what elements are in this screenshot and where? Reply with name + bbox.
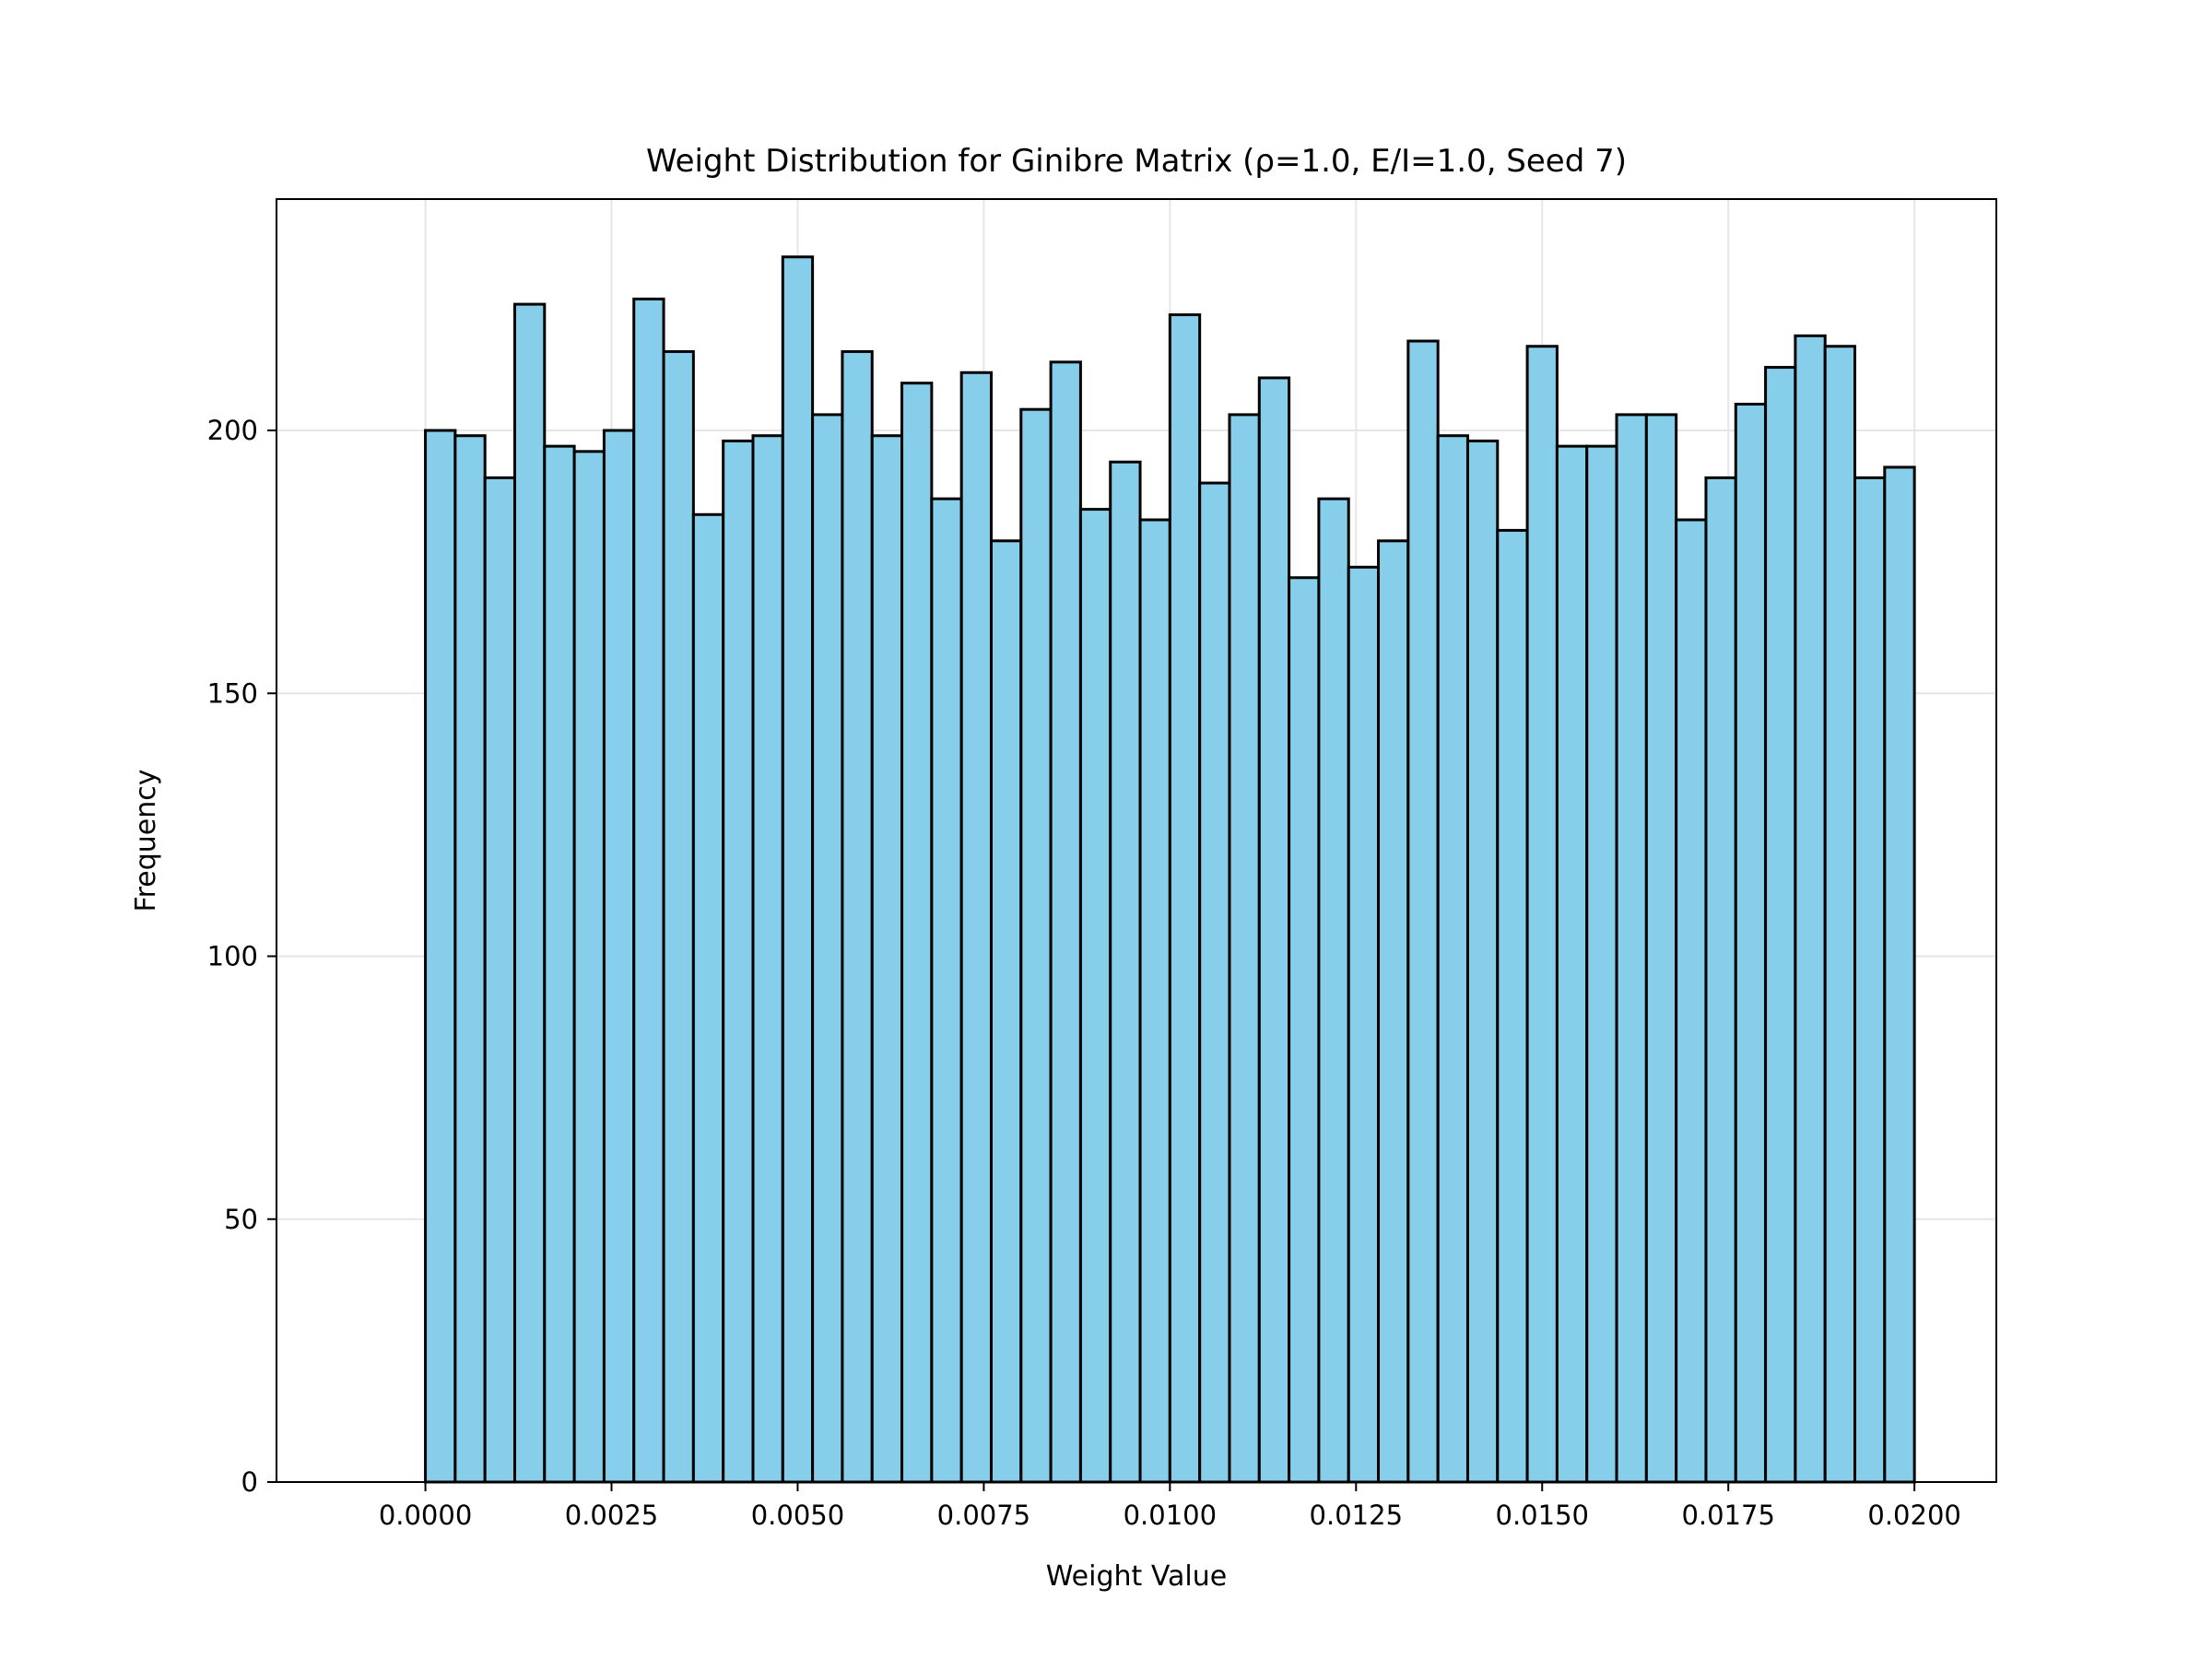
x-tick-label: 0.0000 — [379, 1500, 472, 1531]
histogram-bars — [424, 255, 1916, 1484]
histogram-bar — [512, 302, 547, 1484]
histogram-bar — [870, 434, 904, 1484]
histogram-bar — [543, 444, 576, 1484]
histogram-bar — [989, 539, 1023, 1484]
plot-frame — [276, 198, 1997, 1483]
histogram-bar — [751, 434, 784, 1484]
histogram-bar — [959, 371, 993, 1484]
y-tick-label: 0 — [241, 1466, 258, 1498]
histogram-bar — [1288, 576, 1321, 1484]
y-tick-label: 50 — [224, 1204, 258, 1235]
y-tick-label: 100 — [207, 941, 258, 972]
histogram-bar — [1465, 439, 1500, 1484]
histogram-bar — [483, 476, 516, 1484]
x-tick-label: 0.0075 — [937, 1500, 1030, 1531]
histogram-bar — [1347, 565, 1381, 1484]
histogram-bar — [1734, 402, 1768, 1484]
histogram-bar — [1615, 413, 1648, 1484]
histogram-bar — [1198, 481, 1231, 1484]
x-tick-label: 0.0150 — [1496, 1500, 1589, 1531]
x-tick-label: 0.0125 — [1310, 1500, 1403, 1531]
x-tick-label: 0.0175 — [1681, 1500, 1774, 1531]
histogram-bar — [1883, 465, 1916, 1484]
histogram-bar — [453, 434, 487, 1484]
histogram-bar — [1377, 539, 1410, 1484]
histogram-bar — [1644, 413, 1678, 1484]
x-tick-label: 0.0025 — [565, 1500, 658, 1531]
histogram-bar — [632, 297, 665, 1484]
y-axis-ticks: 0 50 100 150 200 — [207, 415, 276, 1498]
histogram-bar — [1675, 518, 1708, 1484]
histogram-bar — [1555, 444, 1589, 1484]
histogram-bar — [424, 429, 457, 1484]
histogram-bar — [602, 429, 636, 1484]
y-tick-label: 200 — [207, 415, 258, 446]
histogram-bar — [1228, 413, 1261, 1484]
histogram-bar — [1525, 345, 1559, 1484]
histogram-bar — [1078, 508, 1112, 1484]
histogram-bar — [900, 382, 934, 1484]
histogram-bar — [1496, 528, 1529, 1484]
x-axis-label: Weight Value — [1046, 1560, 1227, 1593]
chart-title: Weight Distribution for Ginibre Matrix (… — [646, 143, 1627, 180]
histogram-bar — [1109, 460, 1142, 1484]
histogram-bar — [1794, 334, 1827, 1484]
y-tick-label: 150 — [207, 677, 258, 709]
x-axis-ticks: 0.0000 0.0025 0.0050 0.0075 0.0100 0.0125 0.01… — [379, 1482, 1961, 1531]
histogram-bar — [722, 439, 755, 1484]
x-tick-label: 0.0100 — [1124, 1500, 1217, 1531]
histogram-bar — [1138, 518, 1171, 1484]
histogram-bar — [1317, 497, 1350, 1484]
histogram-bar — [1704, 476, 1737, 1484]
histogram-bar — [1049, 360, 1082, 1484]
histogram-bar — [781, 255, 815, 1484]
histogram-bar — [1764, 366, 1797, 1484]
histogram-bar — [691, 512, 725, 1484]
histogram-bar — [1019, 407, 1053, 1484]
y-axis-label: Frequency — [130, 770, 162, 912]
x-tick-label: 0.0200 — [1867, 1500, 1960, 1531]
x-tick-label: 0.0050 — [751, 1500, 844, 1531]
histogram-bar — [662, 349, 695, 1484]
histogram-bar — [1585, 444, 1618, 1484]
histogram-bar — [1168, 313, 1202, 1484]
histogram-bar — [930, 497, 963, 1484]
histogram-bar — [1257, 376, 1291, 1484]
histogram-bar — [1436, 434, 1469, 1484]
histogram-bar — [1406, 339, 1440, 1484]
histogram-bar — [572, 450, 606, 1484]
histogram-bar — [1853, 476, 1887, 1484]
histogram-bar — [1823, 345, 1857, 1484]
histogram-bar — [811, 413, 844, 1484]
histogram-bar — [841, 349, 874, 1484]
